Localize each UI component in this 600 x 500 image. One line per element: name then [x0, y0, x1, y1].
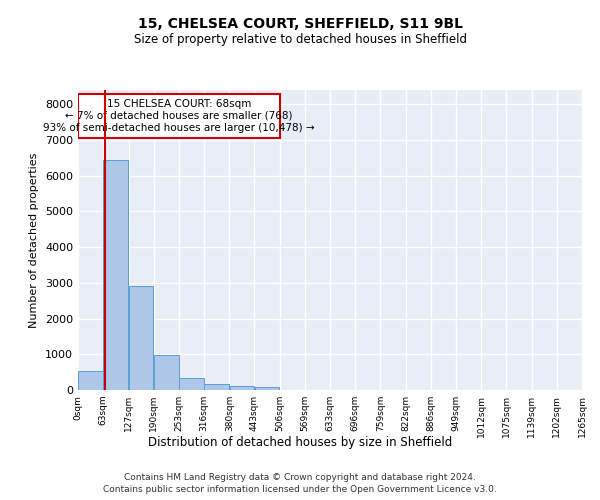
- Text: 15, CHELSEA COURT, SHEFFIELD, S11 9BL: 15, CHELSEA COURT, SHEFFIELD, S11 9BL: [137, 18, 463, 32]
- Y-axis label: Number of detached properties: Number of detached properties: [29, 152, 40, 328]
- Bar: [204, 384, 229, 390]
- Bar: [129, 286, 154, 390]
- Text: Contains public sector information licensed under the Open Government Licence v3: Contains public sector information licen…: [103, 484, 497, 494]
- Bar: [154, 356, 179, 390]
- Text: 93% of semi-detached houses are larger (10,478) →: 93% of semi-detached houses are larger (…: [43, 123, 314, 133]
- Bar: [78, 371, 103, 390]
- Text: Size of property relative to detached houses in Sheffield: Size of property relative to detached ho…: [133, 32, 467, 46]
- Text: Contains HM Land Registry data © Crown copyright and database right 2024.: Contains HM Land Registry data © Crown c…: [124, 473, 476, 482]
- Bar: [179, 378, 203, 390]
- FancyBboxPatch shape: [78, 94, 280, 138]
- Bar: [103, 160, 128, 390]
- Text: 15 CHELSEA COURT: 68sqm: 15 CHELSEA COURT: 68sqm: [107, 99, 251, 109]
- Text: Distribution of detached houses by size in Sheffield: Distribution of detached houses by size …: [148, 436, 452, 449]
- Bar: [255, 387, 280, 390]
- Bar: [230, 386, 254, 390]
- Text: ← 7% of detached houses are smaller (768): ← 7% of detached houses are smaller (768…: [65, 111, 293, 121]
